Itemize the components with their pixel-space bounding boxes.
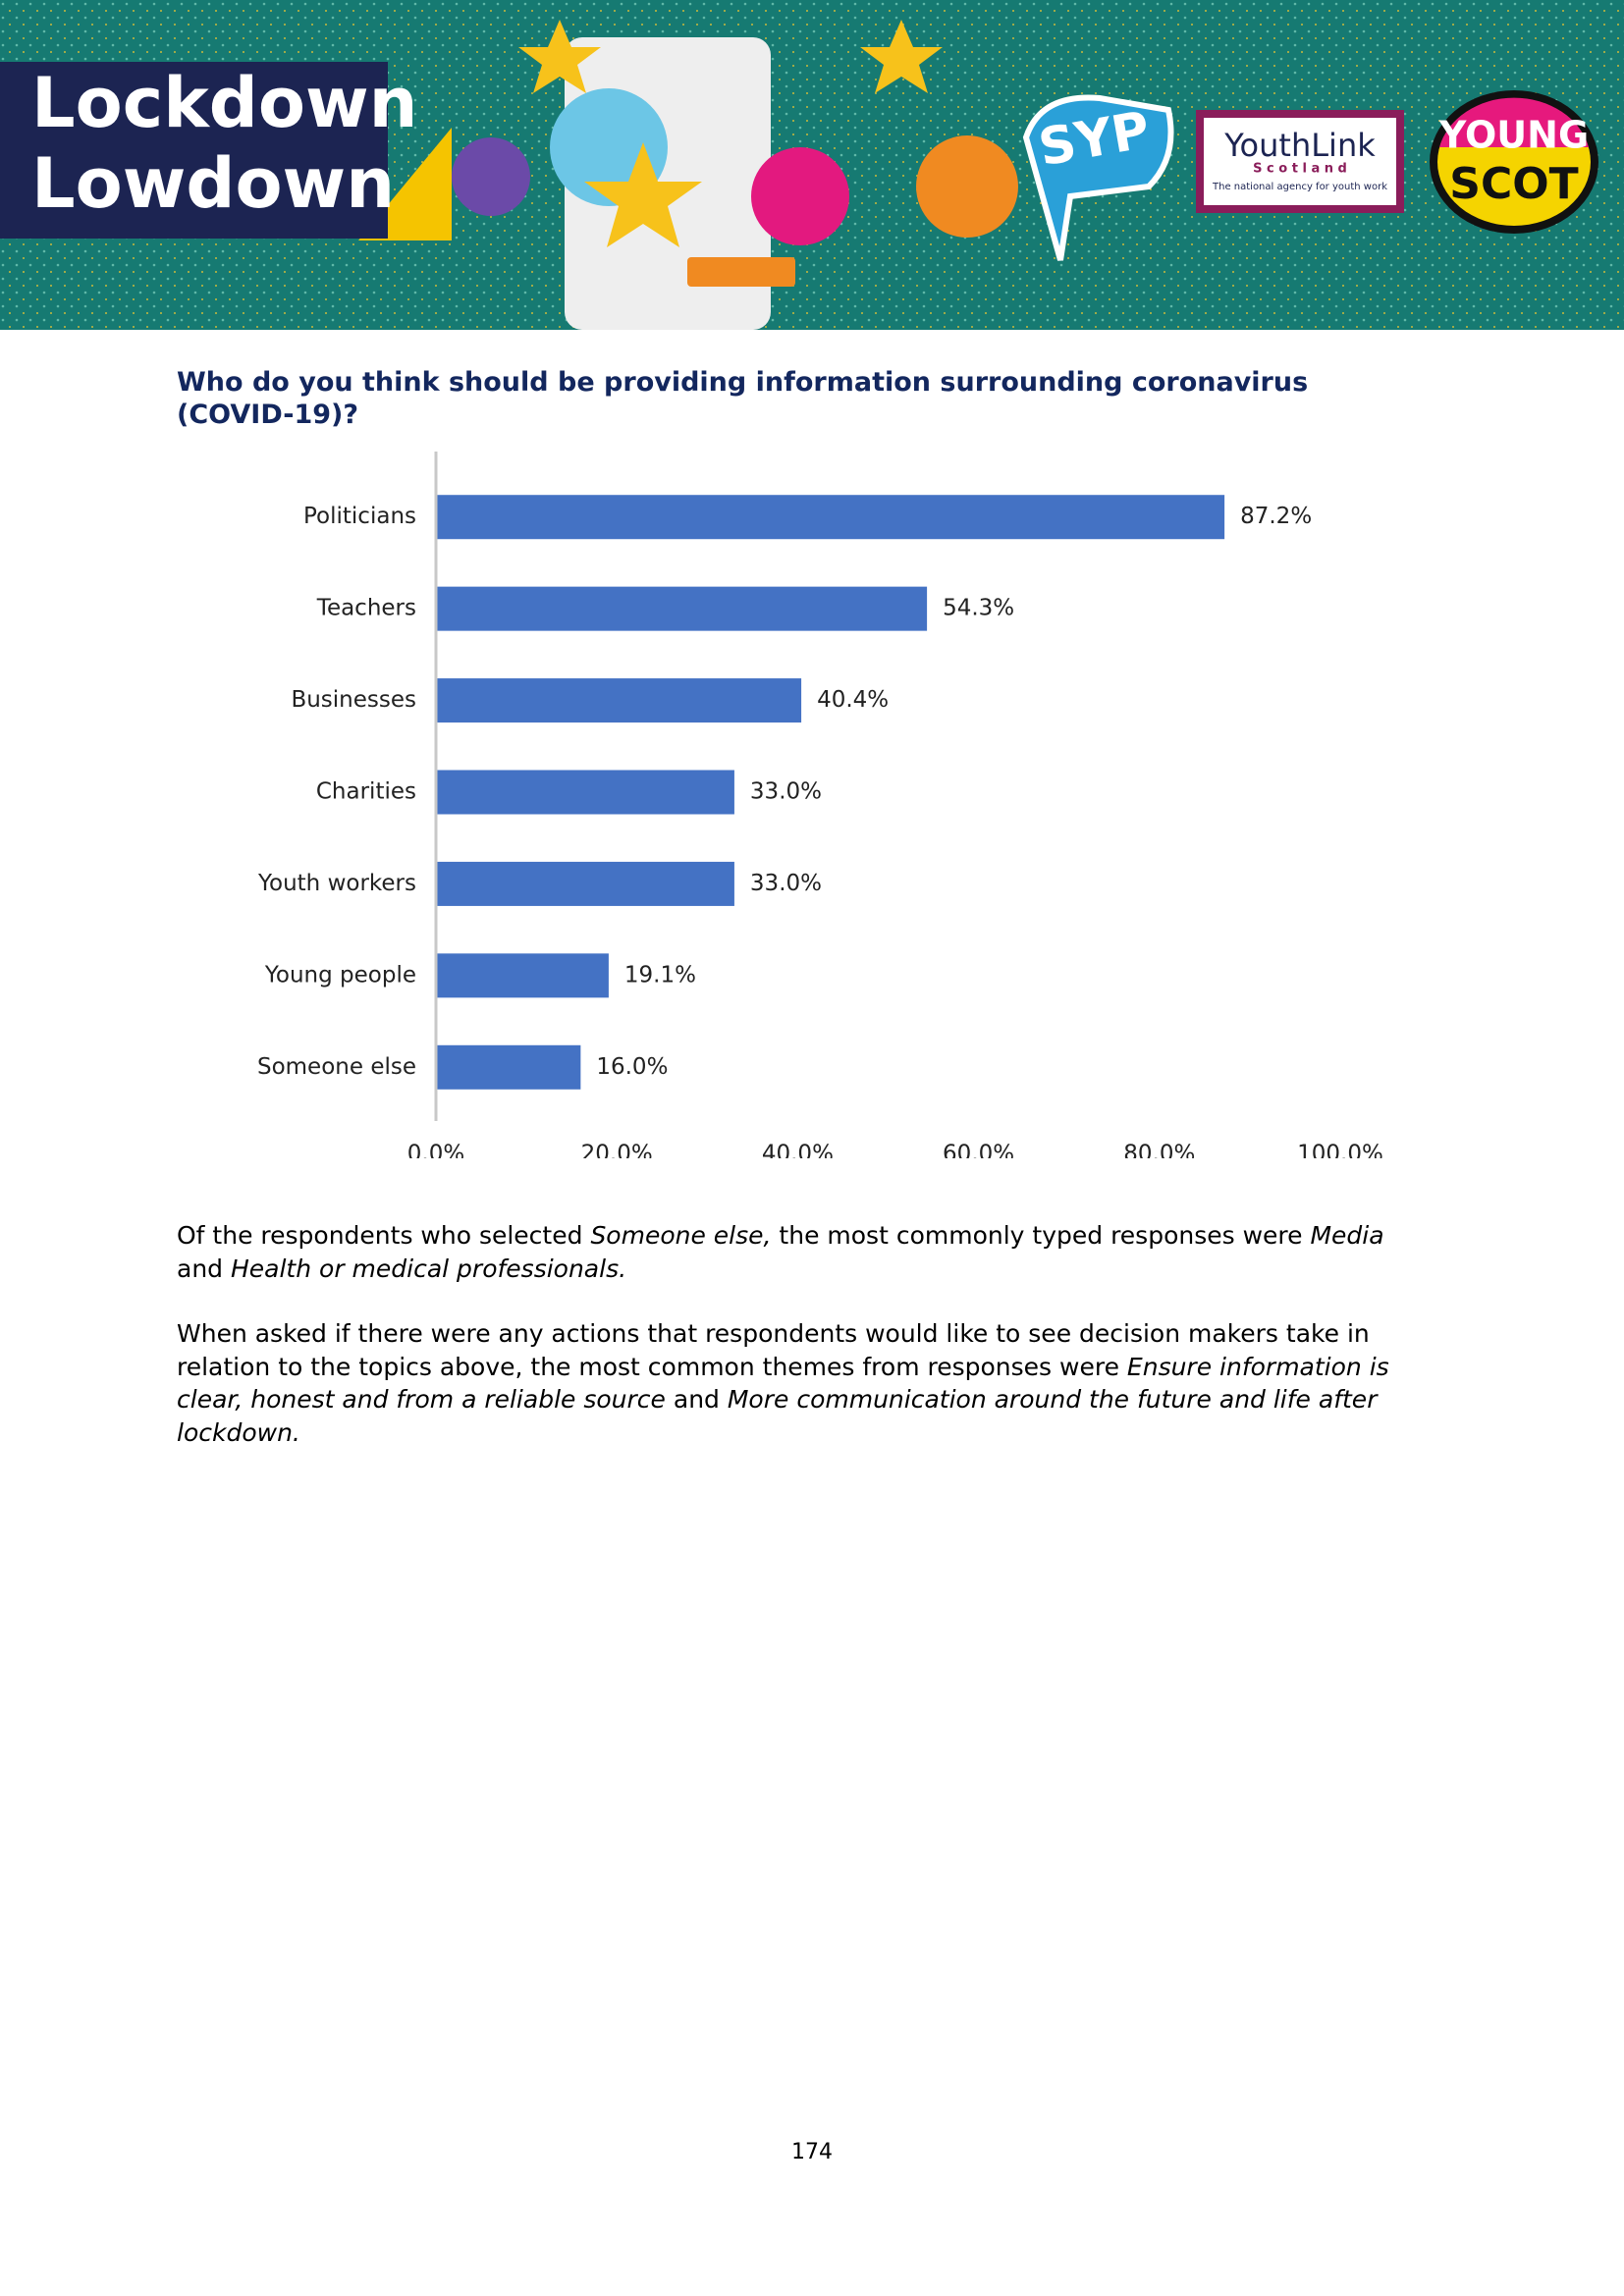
x-tick-label: 80.0% xyxy=(1123,1142,1195,1159)
x-tick-label: 40.0% xyxy=(762,1142,834,1159)
category-label: Politicians xyxy=(303,504,416,529)
youthlink-text: YouthLink xyxy=(1223,127,1376,164)
bar xyxy=(436,495,1225,540)
x-tick-label: 0.0% xyxy=(407,1142,464,1159)
data-label: 19.1% xyxy=(624,962,696,988)
data-label: 54.3% xyxy=(943,596,1014,621)
x-tick-label: 100.0% xyxy=(1297,1142,1383,1159)
banner: Lockdown Lowdown SYP YouthLink S c o t l… xyxy=(0,0,1624,330)
data-label: 87.2% xyxy=(1240,504,1312,529)
bar xyxy=(436,586,928,631)
x-tick-label: 60.0% xyxy=(943,1142,1014,1159)
text-run: and xyxy=(177,1254,231,1283)
text-run: Health or medical professionals. xyxy=(230,1254,627,1283)
category-label: Young people xyxy=(264,962,416,988)
star xyxy=(860,20,943,93)
text-run: Media xyxy=(1310,1221,1384,1250)
banner-title: Lockdown xyxy=(31,63,417,143)
banner-title: Lowdown xyxy=(31,143,395,224)
youthlink-sub: S c o t l a n d xyxy=(1253,162,1347,177)
bar xyxy=(436,678,802,723)
category-label: Someone else xyxy=(257,1054,416,1080)
rating-bar xyxy=(687,257,795,287)
text-run: Ensure information is clear, honest and … xyxy=(177,1352,1389,1415)
x-tick-label: 20.0% xyxy=(581,1142,653,1159)
data-label: 33.0% xyxy=(750,779,822,805)
text-run: Someone else, xyxy=(590,1221,772,1250)
category-label: Youth workers xyxy=(257,871,416,896)
youngscot-text: YOUNG xyxy=(1438,114,1589,157)
figure xyxy=(751,147,849,245)
star xyxy=(518,20,601,93)
text-run: and xyxy=(665,1385,728,1414)
category-label: Businesses xyxy=(291,687,416,713)
bar xyxy=(436,1044,581,1090)
figure xyxy=(916,135,1018,238)
question: Who do you think should be providing inf… xyxy=(177,367,1309,430)
data-label: 40.4% xyxy=(817,687,889,713)
data-label: 33.0% xyxy=(750,871,822,896)
youngscot-text: SCOT xyxy=(1449,159,1578,209)
text-run: When asked if there were any actions tha… xyxy=(177,1319,1370,1381)
star xyxy=(584,142,702,247)
bar xyxy=(436,861,734,906)
bar xyxy=(436,953,609,998)
paragraph: Of the respondents who selected Someone … xyxy=(177,1219,1424,1285)
category-label: Teachers xyxy=(316,596,416,621)
text-run: Of the respondents who selected xyxy=(177,1221,591,1250)
page-number: 174 xyxy=(791,2140,833,2164)
text-run: the most commonly typed responses were xyxy=(771,1221,1311,1250)
youthlink-tag: The national agency for youth work xyxy=(1212,182,1387,192)
category-label: Charities xyxy=(316,779,416,805)
data-label: 16.0% xyxy=(596,1054,668,1080)
figure xyxy=(452,137,530,216)
paragraph: When asked if there were any actions tha… xyxy=(177,1317,1424,1449)
text-run: More communication around the future and… xyxy=(177,1385,1378,1447)
chart: Politicians 87.2% Teachers 54.3% Businesses 4… xyxy=(257,452,1383,1159)
youthlink-logo-inner xyxy=(1204,118,1396,205)
bar xyxy=(436,770,734,815)
youngscot-logo-top xyxy=(1439,97,1589,147)
syp-logo xyxy=(1022,94,1174,261)
title-box xyxy=(0,62,388,239)
